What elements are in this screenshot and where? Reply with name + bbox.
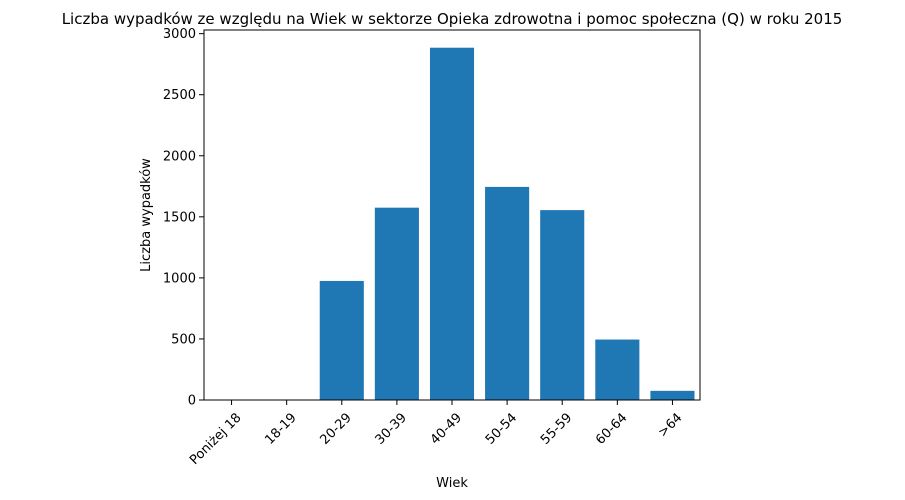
plot-frame xyxy=(203,29,701,401)
x-tick-label: 18-19 xyxy=(262,410,299,447)
x-axis: Poniżej 18 18-19 20-29 30-39 40-49 50-54 55-59… xyxy=(187,400,685,468)
y-axis: 0 500 1000 1500 2000 2500 3000 xyxy=(163,27,204,409)
y-tick-label: 0 xyxy=(188,394,196,409)
y-axis-title: Liczba wypadków xyxy=(139,158,154,272)
x-tick-label: >64 xyxy=(655,410,685,440)
y-tick-label: 3000 xyxy=(163,27,196,42)
x-axis-title: Wiek xyxy=(436,476,468,491)
bar-55-59 xyxy=(540,210,585,400)
y-tick-label: 1500 xyxy=(163,210,196,225)
chart-title: Liczba wypadków ze względu na Wiek w sek… xyxy=(62,10,843,28)
x-tick-label: 50-54 xyxy=(483,410,520,447)
y-tick-label: 1000 xyxy=(163,271,196,286)
bar-30-39 xyxy=(374,207,419,400)
y-tick-label: 500 xyxy=(171,332,196,347)
y-tick-label: 2500 xyxy=(163,88,196,103)
x-tick-label: 30-39 xyxy=(373,410,410,447)
bar-50-54 xyxy=(485,186,530,400)
x-tick-label: 60-64 xyxy=(593,410,630,447)
bar-60-64 xyxy=(595,339,640,400)
x-tick-label: 55-59 xyxy=(538,410,575,447)
bars-group xyxy=(319,47,695,401)
bar-20-29 xyxy=(319,280,364,400)
x-tick-label: Poniżej 18 xyxy=(187,410,244,467)
bar-40-49 xyxy=(429,47,475,401)
y-tick-label: 2000 xyxy=(163,149,196,164)
x-tick-label: 20-29 xyxy=(318,410,355,447)
bar->64 xyxy=(650,390,695,400)
x-tick-label: 40-49 xyxy=(428,410,465,447)
